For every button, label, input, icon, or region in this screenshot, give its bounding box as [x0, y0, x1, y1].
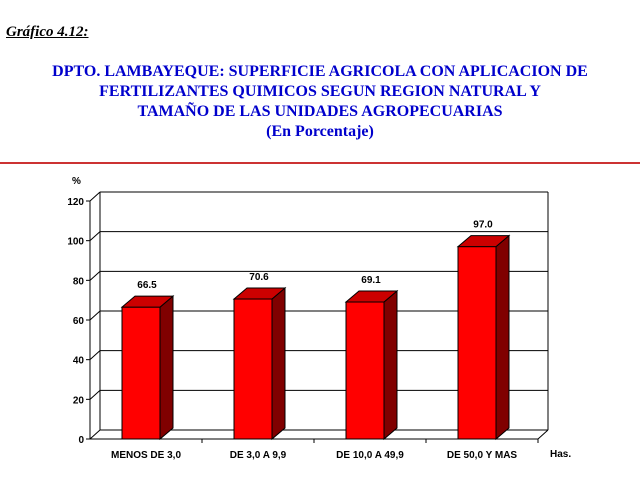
y-tick-label: 20: [73, 395, 85, 406]
header-divider: [0, 162, 640, 164]
bar-value-label: 69.1: [361, 275, 381, 286]
y-axis-label: %: [72, 176, 81, 187]
bar-value-label: 66.5: [137, 280, 157, 291]
y-tick-label: 60: [73, 316, 85, 327]
x-tick-label: MENOS DE 3,0: [111, 450, 181, 461]
y-tick-label: 40: [73, 356, 85, 367]
bar-front: [345, 301, 385, 440]
gridline-depth: [89, 350, 101, 361]
bar-top: [120, 295, 175, 308]
gridline-depth: [89, 429, 101, 440]
gridline-depth: [89, 270, 101, 281]
y-tick-label: 80: [73, 276, 85, 287]
plot-wall: [90, 192, 548, 439]
bar-top: [232, 287, 287, 300]
labels: 66.5 MENOS DE 3,0 70.6 DE 3,0 A 9,9 69.1 DE 1…: [111, 220, 517, 461]
gridlines: [89, 191, 549, 440]
gridline-depth: [89, 389, 101, 400]
bars: [120, 234, 511, 441]
x-axis-depth: [537, 429, 549, 440]
y-tick-label: 0: [78, 435, 84, 446]
chart-title: DPTO. LAMBAYEQUE: SUPERFICIE AGRICOLA CO…: [0, 62, 640, 142]
x-tick-label: DE 50,0 Y MAS: [447, 450, 518, 461]
bar-value-label: 97.0: [473, 220, 493, 231]
bar-front: [233, 298, 273, 440]
gridline-depth: [89, 310, 101, 321]
bar-top: [456, 235, 511, 248]
title-line-3: TAMAÑO DE LAS UNIDADES AGROPECUARIAS: [137, 103, 503, 120]
x-tick-label: DE 10,0 A 49,9: [336, 450, 404, 461]
bar-side: [495, 234, 510, 441]
bar-top: [344, 290, 399, 303]
bar-value-label: 70.6: [249, 272, 269, 283]
gridline-depth: [89, 191, 101, 202]
bar-side: [383, 289, 398, 441]
y-tick-label: 120: [67, 197, 84, 208]
y-tick-label: 100: [67, 237, 84, 248]
title-line-1: DPTO. LAMBAYEQUE: SUPERFICIE AGRICOLA CO…: [52, 63, 588, 80]
gridline-depth: [89, 231, 101, 242]
bar-front: [457, 246, 497, 440]
figure-caption: Gráfico 4.12:: [6, 24, 89, 40]
x-axis-label: Has.: [550, 449, 571, 460]
chart-subtitle: (En Porcentaje): [266, 123, 374, 140]
bar-front: [121, 306, 161, 440]
bar-side: [271, 286, 286, 441]
title-line-2: FERTILIZANTES QUIMICOS SEGUN REGION NATU…: [99, 83, 541, 100]
bar-side: [159, 295, 174, 441]
x-tick-label: DE 3,0 A 9,9: [230, 450, 287, 461]
